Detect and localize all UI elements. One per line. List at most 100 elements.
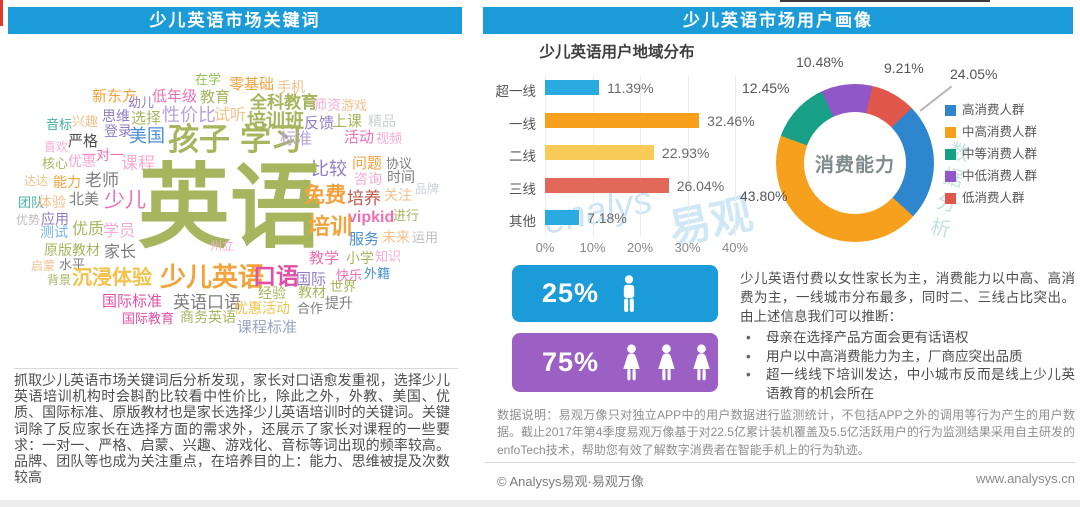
wordcloud-word: 学习 <box>240 122 302 157</box>
wordcloud-word: 优惠 <box>68 153 96 169</box>
wordcloud-word: 少儿 <box>104 189 146 212</box>
wordcloud-word: 世界 <box>330 279 357 294</box>
legend-item: 高消费人群 <box>945 104 1037 116</box>
x-axis-tick: 30% <box>674 240 701 255</box>
wordcloud-word: 一对一 <box>82 147 124 163</box>
keywords-panel: 少儿英语市场关键词 在学 零基础 手机 新东方 幼儿 低年级 教育 全科教育 师资 游戏 思维 选择性… <box>0 0 470 507</box>
wordcloud-word: 未来 <box>382 229 410 245</box>
wordcloud-word: 师资 <box>313 97 341 113</box>
data-note: 数据说明：易观万像只对独立APP中的用户数据进行监测统计，不包括APP之外的调用… <box>497 408 1075 457</box>
analysis-bullet-list: 母亲在选择产品方面会更有话语权用户以中高消费能力为主，厂商应突出品质超一线线下培… <box>740 329 1075 405</box>
left-divider <box>14 368 458 369</box>
bar-一线 <box>545 112 700 128</box>
wordcloud-word: 培训 <box>308 214 353 239</box>
male-percentage: 25% <box>542 278 600 308</box>
left-edge-accent <box>0 0 3 26</box>
wordcloud-word: 问题 <box>352 155 383 172</box>
bar-category-label: 超一线 <box>495 84 537 99</box>
female-share-block: 75% <box>512 333 718 392</box>
footer-url[interactable]: www.analysys.cn <box>976 471 1075 486</box>
gridline <box>687 76 689 236</box>
bottom-strip <box>0 500 1080 507</box>
wordcloud-word: 知识 <box>375 249 402 264</box>
bar-三线 <box>545 177 669 193</box>
wordcloud-word: 应用 <box>41 211 69 227</box>
gridline <box>735 76 736 236</box>
legend-swatch-icon <box>945 192 956 204</box>
wordcloud-word: 比较 <box>311 159 347 179</box>
wordcloud-word: 登录 <box>104 123 132 139</box>
wordcloud-word: 免费 <box>304 184 346 207</box>
bar-其他 <box>545 210 580 225</box>
wordcloud-word: 时间 <box>387 169 415 185</box>
wordcloud-word: 游戏 <box>341 98 368 113</box>
donut-slice-value: 10.48% <box>796 54 844 70</box>
donut-slice-value: 9.21% <box>884 60 924 76</box>
wordcloud-word: 口语 <box>253 263 299 289</box>
wordcloud-word: vipkid <box>348 209 395 226</box>
footer-divider <box>485 462 1075 463</box>
wordcloud-word: 培养 <box>347 189 381 208</box>
wordcloud-word: 全科教育 <box>250 93 318 112</box>
bar-category-label: 三线 <box>509 181 536 197</box>
legend-label: 低消费人群 <box>962 191 1025 205</box>
legend-item: 中低消费人群 <box>945 170 1037 182</box>
keywords-panel-title: 少儿英语市场关键词 <box>149 11 321 30</box>
wordcloud-word: 试听 <box>214 107 247 124</box>
x-axis-tick: 10% <box>579 240 606 255</box>
bar-value-label: 32.46% <box>707 112 755 129</box>
bar-value-label: 7.18% <box>587 210 627 226</box>
wordcloud-word: 优惠活动 <box>234 300 290 316</box>
wordcloud-word: 英语 <box>138 157 323 259</box>
wordcloud-word: 零基础 <box>229 76 275 93</box>
top-edge-line <box>780 0 990 2</box>
legend-item: 中等消费人群 <box>945 148 1037 160</box>
wordcloud-word: 关注 <box>384 187 412 203</box>
gender-pictogram: 25% 75% <box>497 258 722 408</box>
legend-item: 低消费人群 <box>945 192 1037 204</box>
keyword-wordcloud: 在学 零基础 手机 新东方 幼儿 低年级 教育 全科教育 师资 游戏 思维 选择 性价比 试听 培训班 反馈上… <box>10 44 460 366</box>
wordcloud-word: 小学 <box>346 250 374 266</box>
wordcloud-word: 视频 <box>376 131 403 146</box>
wordcloud-word: 家长 <box>104 244 137 261</box>
legend-swatch-icon <box>945 148 956 160</box>
wordcloud-word: 协议 <box>386 156 413 171</box>
wordcloud-word: 新东方 <box>92 88 138 105</box>
wordcloud-word: 品牌 <box>415 182 440 196</box>
wordcloud-word: 课程标准 <box>237 319 298 336</box>
wordcloud-word: 能力 <box>53 174 81 190</box>
wordcloud-word: 测试 <box>40 224 68 240</box>
wordcloud-word: 学员 <box>103 223 136 240</box>
legend-swatch-icon <box>945 126 956 138</box>
wordcloud-word: 在学 <box>195 72 222 87</box>
footer-brand: © Analysys易观·易观万像 <box>497 474 644 489</box>
bar-category-label: 二线 <box>509 149 536 164</box>
legend-label: 高消费人群 <box>962 103 1025 117</box>
wordcloud-word: 英语口语 <box>173 293 241 312</box>
analysis-bullet: 母亲在选择产品方面会更有话语权 <box>740 329 1075 348</box>
keywords-analysis-paragraph: 抓取少儿英语市场关键词后分析发现，家长对口语愈发重视，选择少儿英语培训机构时会斟… <box>14 372 450 486</box>
legend-label: 中等消费人群 <box>962 147 1038 161</box>
analysis-bullet: 用户以中高消费能力为主，厂商应突出品质 <box>740 348 1075 367</box>
wordcloud-word: 音标 <box>46 117 73 132</box>
analysis-bullet: 超一线线下培训发达，中小城市反而是线上少儿英语教育的机会所在 <box>740 366 1075 404</box>
wordcloud-word: 老师 <box>85 171 119 190</box>
wordcloud-word: 手机 <box>277 79 305 95</box>
wordcloud-word: 北美 <box>69 191 100 208</box>
male-icon <box>619 274 639 314</box>
analysis-intro: 少儿英语付费以女性家长为主，消费能力以中高、高消费为主，一线城市分布最多，同时二… <box>740 271 1075 324</box>
portrait-panel-title: 少儿英语市场用户画像 <box>683 11 873 30</box>
legend-label: 中低消费人群 <box>962 169 1038 183</box>
wordcloud-word: 教学 <box>309 250 340 267</box>
bar-value-label: 26.04% <box>676 177 725 194</box>
wordcloud-word: 进行 <box>393 208 420 223</box>
wordcloud-word: 快乐 <box>336 268 363 283</box>
x-axis-tick: 20% <box>626 240 654 255</box>
wordcloud-word: 提升 <box>325 295 353 311</box>
bar-二线 <box>545 145 654 160</box>
wordcloud-word: 服务 <box>349 231 380 248</box>
wordcloud-word: 国际 <box>296 271 327 288</box>
donut-center-label: 消费能力 <box>814 154 895 176</box>
wordcloud-word: 教育 <box>200 89 231 106</box>
